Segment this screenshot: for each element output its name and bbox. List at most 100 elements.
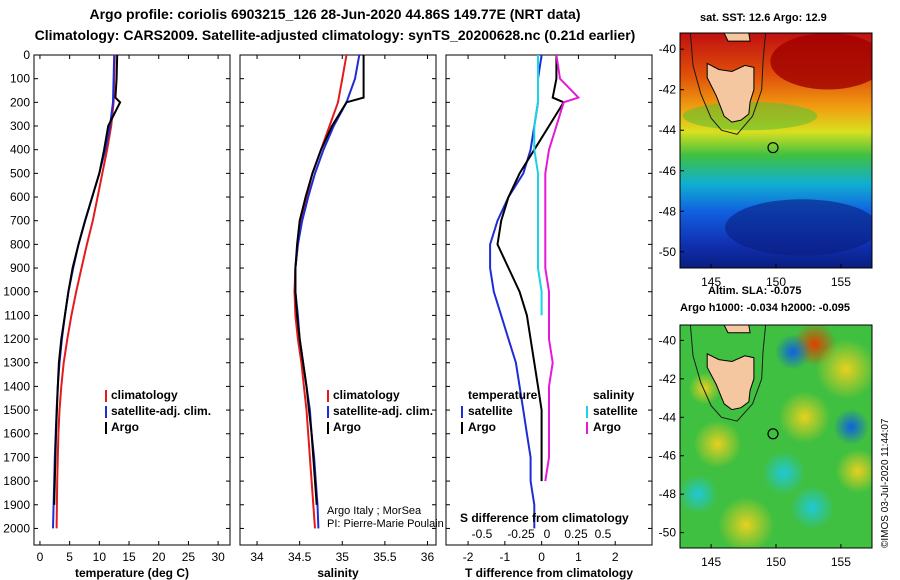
x-tick-label: 34 xyxy=(250,550,264,564)
profile-title: Argo profile: coriolis 6903215_126 28-Ju… xyxy=(89,6,581,22)
legend-label: satellite-adj. clim. xyxy=(111,404,211,418)
sla-map: -40 -42 -44 -46 -48 -50 145 150 155 xyxy=(659,324,873,569)
x-axis-label: salinity xyxy=(317,566,359,580)
map-y-tick-label: -48 xyxy=(659,487,677,501)
y-tick-label: 200 xyxy=(10,95,30,109)
mainland-edge xyxy=(723,33,751,42)
y-tick-label: 500 xyxy=(10,166,30,180)
series-line-argo xyxy=(496,55,566,482)
map-y-tick-label: -44 xyxy=(659,123,677,137)
sst-map: -40 -42 -44 -46 -48 -50 145 150 155 xyxy=(659,32,873,289)
x-tick-label: 35 xyxy=(336,550,350,564)
series-line-satellite xyxy=(533,55,543,316)
x-tick-label: 1 xyxy=(575,550,582,564)
map-field xyxy=(680,33,872,268)
y-tick-label: 1800 xyxy=(3,474,30,488)
x-tick-label: 34.5 xyxy=(288,550,312,564)
sla-blob xyxy=(761,451,806,496)
legend-label: Argo xyxy=(468,420,496,434)
y-tick-label: 100 xyxy=(10,72,30,86)
x-axis-label: temperature (deg C) xyxy=(75,566,189,580)
x-tick-label: 0 xyxy=(538,550,545,564)
x-tick-label: 20 xyxy=(152,550,166,564)
legend-label: Argo xyxy=(111,420,139,434)
secondary-tick-label: -0.5 xyxy=(472,527,493,541)
secondary-tick-label: -0.25 xyxy=(507,527,535,541)
sla-blob xyxy=(816,339,872,400)
argo-float-marker xyxy=(767,142,779,154)
secondary-tick-label: 0 xyxy=(544,527,551,541)
series-line-climatology xyxy=(55,54,116,529)
map-y-tick-label: -42 xyxy=(659,372,677,386)
x-tick-label: 5 xyxy=(66,550,73,564)
plot-frame xyxy=(33,54,231,546)
y-tick-label: 0 xyxy=(23,48,30,62)
sst-map-title: sat. SST: 12.6 Argo: 12.9 xyxy=(700,12,827,24)
y-tick-label: 1300 xyxy=(3,356,30,370)
map-x-tick-label: 150 xyxy=(766,275,786,289)
sla-blob xyxy=(693,420,742,469)
map-x-tick-label: 145 xyxy=(701,275,721,289)
map-y-tick-label: -48 xyxy=(659,204,677,218)
x-tick-label: 36 xyxy=(421,550,435,564)
legend-label: Argo xyxy=(593,420,621,434)
map-y-tick-label: -42 xyxy=(659,83,677,97)
tasmania-land xyxy=(706,62,755,123)
credit-line-2: PI: Pierre-Marie Poulain xyxy=(327,518,444,530)
map-x-tick-label: 155 xyxy=(831,555,851,569)
y-tick-label: 300 xyxy=(10,119,30,133)
map-y-tick-label: -40 xyxy=(659,42,677,56)
x-tick-label: 25 xyxy=(182,550,196,564)
sla-blob xyxy=(835,449,872,494)
map-x-tick-label: 155 xyxy=(831,275,851,289)
y-tick-label: 1200 xyxy=(3,332,30,346)
sla-blob xyxy=(718,496,775,548)
x-tick-label: 10 xyxy=(93,550,107,564)
y-tick-label: 900 xyxy=(10,261,30,275)
map-x-tick-label: 145 xyxy=(701,555,721,569)
y-tick-label: 1900 xyxy=(3,498,30,512)
depth-contour xyxy=(689,33,767,135)
tasmania-land xyxy=(706,352,755,411)
y-tick-label: 1100 xyxy=(4,308,30,322)
y-tick-label: 1500 xyxy=(3,403,30,417)
series-line-argo xyxy=(294,55,365,505)
series-line-argo xyxy=(53,54,122,505)
x-tick-label: -2 xyxy=(463,550,474,564)
sla-blob xyxy=(680,474,719,515)
x-axis-label: T difference from climatology xyxy=(465,566,633,580)
y-tick-label: 700 xyxy=(10,214,30,228)
secondary-tick-label: 0.25 xyxy=(564,527,588,541)
legend-label: climatology xyxy=(333,388,400,402)
y-tick-label: 1600 xyxy=(3,427,30,441)
y-tick-label: 600 xyxy=(10,190,30,204)
x-tick-label: 35.5 xyxy=(373,550,397,564)
series-line-argo xyxy=(544,54,581,482)
salinity-panel: 34 34.5 35 35.5 36 salinity climatology satelli… xyxy=(239,54,437,580)
map-y-tick-label: -44 xyxy=(659,410,677,424)
map-field xyxy=(680,325,872,548)
legend-label: climatology xyxy=(111,388,178,402)
sla-blob xyxy=(833,408,870,445)
argo-float-marker xyxy=(767,428,779,440)
y-tick-label: 2000 xyxy=(3,521,30,535)
y-tick-label: 1000 xyxy=(3,285,30,299)
secondary-tick-label: 0.5 xyxy=(595,527,612,541)
plot-frame xyxy=(239,54,437,546)
map-x-tick-label: 150 xyxy=(766,555,786,569)
secondary-axis-label: S difference from climatology xyxy=(460,511,629,525)
front-patch xyxy=(682,101,818,131)
y-tick-label: 1400 xyxy=(3,379,30,393)
warm-patch xyxy=(770,33,872,90)
depth-contour xyxy=(689,325,767,422)
x-tick-label: 15 xyxy=(122,550,136,564)
climatology-title: Climatology: CARS2009. Satellite-adjuste… xyxy=(34,27,636,43)
legend-label: satellite xyxy=(468,404,513,418)
x-tick-label: 30 xyxy=(211,550,225,564)
mainland-edge xyxy=(723,325,751,334)
y-tick-label: 1700 xyxy=(3,450,30,464)
map-y-tick-label: -50 xyxy=(659,526,677,540)
legend-group-label: salinity xyxy=(593,388,635,402)
x-tick-label: -1 xyxy=(500,550,511,564)
difference-panel: -2 -1 0 1 2 T difference from climatology temp… xyxy=(445,54,653,580)
